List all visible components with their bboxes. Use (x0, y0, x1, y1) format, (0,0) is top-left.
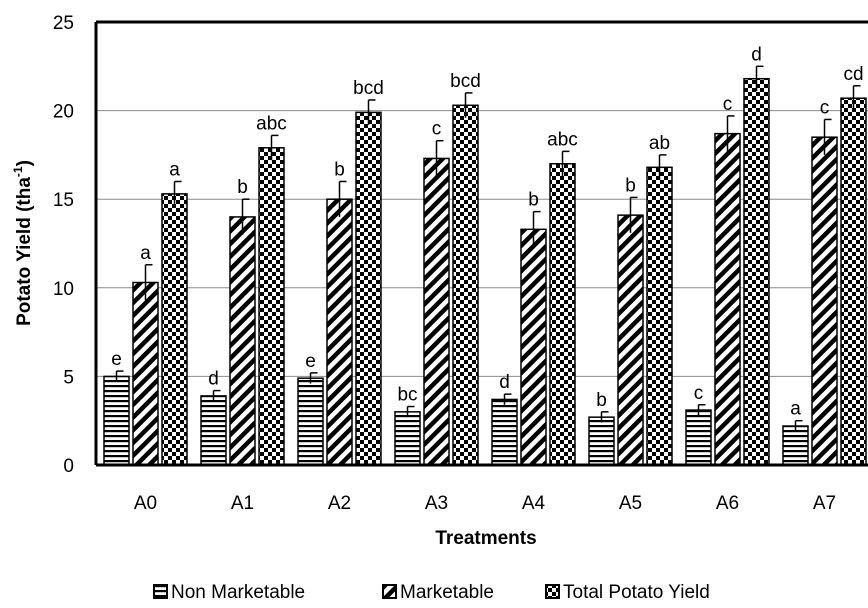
significance-letter: a (169, 159, 180, 180)
x-tick-label: A4 (522, 493, 546, 514)
significance-letter: bc (397, 385, 417, 406)
bar (588, 416, 615, 466)
significance-letter: abc (547, 129, 578, 150)
significance-letter: e (111, 349, 122, 370)
legend-label: Marketable (400, 582, 494, 603)
bar (394, 411, 421, 466)
bar (782, 425, 809, 466)
bar (326, 198, 353, 466)
significance-letter: e (305, 351, 316, 372)
significance-letter: d (499, 372, 510, 393)
significance-letter: b (596, 390, 607, 411)
significance-letter: c (820, 97, 830, 118)
bar (200, 395, 227, 466)
legend-label: Non Marketable (171, 582, 305, 603)
y-axis-title: Potato Yield (tha-1) (11, 160, 35, 326)
y-tick-label: 15 (53, 190, 74, 211)
significance-letter: b (625, 175, 636, 196)
bar (617, 214, 644, 466)
x-tick-label: A7 (813, 493, 836, 514)
significance-letter: c (723, 94, 733, 115)
legend-swatch (545, 584, 560, 599)
y-tick-label: 5 (63, 367, 74, 388)
x-tick-label: A3 (425, 493, 448, 514)
significance-letter: b (528, 190, 539, 211)
bar (685, 409, 712, 466)
bar (132, 281, 159, 466)
significance-letter: a (140, 243, 151, 264)
x-axis-title: Treatments (435, 528, 536, 549)
significance-letter: cd (843, 64, 863, 85)
legend-swatch (382, 584, 397, 599)
bar (355, 111, 382, 466)
x-tick-label: A6 (716, 493, 739, 514)
y-tick-label: 25 (53, 13, 74, 34)
significance-letter: abc (256, 113, 287, 134)
x-tick-label: A2 (328, 493, 351, 514)
bar (714, 132, 741, 466)
y-tick-label: 10 (53, 279, 74, 300)
significance-letter: d (751, 44, 762, 65)
legend-swatch (153, 584, 168, 599)
x-tick-label: A5 (619, 493, 642, 514)
legend: Non Marketable Marketable Total Potato Yie… (153, 582, 710, 603)
x-tick-label: A1 (231, 493, 254, 514)
significance-letter: c (432, 119, 442, 140)
significance-letter: bcd (353, 78, 384, 99)
significance-letter: a (790, 399, 801, 420)
bar (743, 77, 770, 466)
bars (103, 65, 867, 466)
x-tick-labels: A0 A1 A2 A3 A4 A5 A6 A7 (134, 493, 836, 514)
y-tick-labels: 0 5 10 15 20 25 (53, 13, 74, 477)
legend-label: Total Potato Yield (563, 582, 710, 603)
significance-letter: bcd (450, 71, 481, 92)
significance-letter: d (208, 369, 219, 390)
bar (297, 377, 324, 466)
y-tick-label: 0 (63, 456, 74, 477)
significance-letter: b (237, 177, 248, 198)
significance-letter: ab (649, 133, 670, 154)
bar (161, 193, 188, 466)
bar (452, 104, 479, 466)
significance-letter: c (694, 383, 704, 404)
bar (520, 228, 547, 466)
bar (646, 166, 673, 466)
bar (811, 136, 838, 466)
significance-letter: b (334, 159, 345, 180)
x-tick-label: A0 (134, 493, 157, 514)
y-tick-label: 20 (53, 102, 74, 123)
bar (491, 398, 518, 466)
bar (103, 375, 130, 466)
bar (229, 216, 256, 466)
bar (258, 147, 285, 466)
bar (840, 97, 867, 466)
bar (423, 157, 450, 466)
bar (549, 163, 576, 466)
